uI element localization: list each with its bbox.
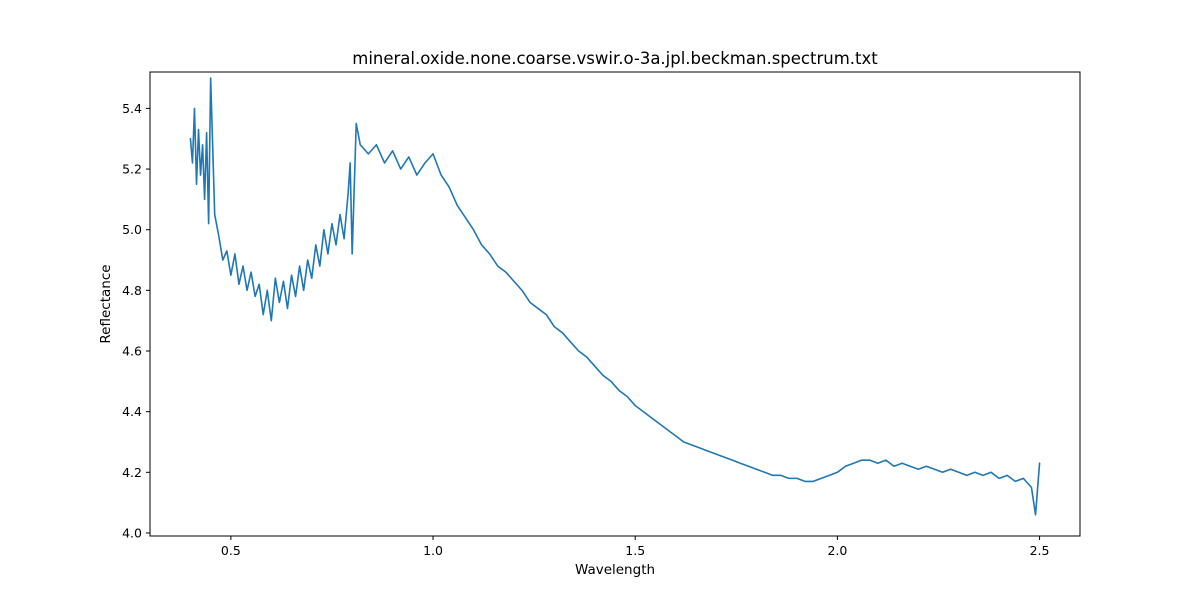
x-axis-ticks: 0.5 1.0 1.5 2.0 2.5 <box>221 536 1050 558</box>
y-tick-label: 4.0 <box>122 525 142 540</box>
y-tick-label: 5.4 <box>122 101 142 116</box>
y-axis-label: Reflectance <box>98 264 114 343</box>
y-tick-label: 4.2 <box>122 465 142 480</box>
x-axis-label: Wavelength <box>575 562 655 578</box>
y-tick-label: 4.6 <box>122 344 142 359</box>
x-tick-label: 1.5 <box>625 543 645 558</box>
y-tick-label: 5.2 <box>122 162 142 177</box>
x-tick-label: 2.0 <box>827 543 847 558</box>
x-tick-label: 2.5 <box>1030 543 1050 558</box>
y-tick-label: 5.0 <box>122 222 142 237</box>
x-tick-label: 0.5 <box>221 543 241 558</box>
series-layer <box>189 77 1041 516</box>
y-axis-ticks: 4.0 4.2 4.4 4.6 4.8 5.0 5.2 5.4 <box>122 101 150 540</box>
y-tick-label: 4.8 <box>122 283 142 298</box>
y-tick-label: 4.4 <box>122 404 142 419</box>
plot-frame <box>149 71 1081 537</box>
series-line <box>189 77 1041 516</box>
chart-title: mineral.oxide.none.coarse.vswir.o-3a.jpl… <box>352 49 878 68</box>
x-tick-label: 1.0 <box>423 543 443 558</box>
